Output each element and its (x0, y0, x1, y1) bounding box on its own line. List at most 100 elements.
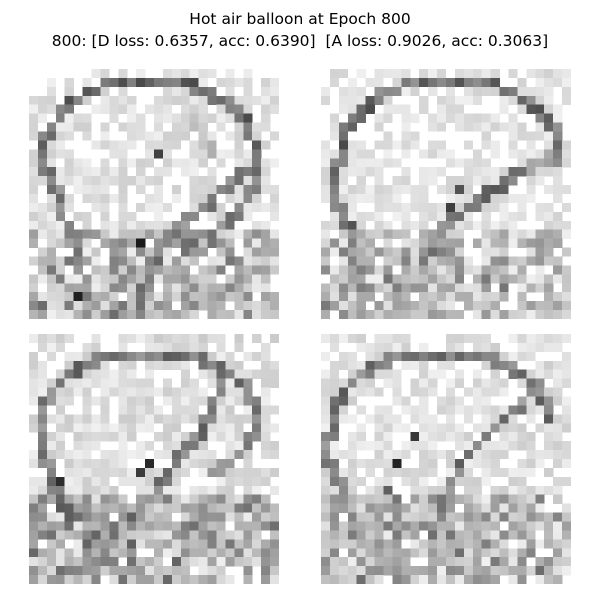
sample-pixel (225, 405, 235, 415)
sample-pixel (127, 423, 137, 433)
sample-pixel (145, 274, 155, 284)
sample-pixel (29, 334, 39, 344)
sample-pixel (454, 539, 465, 549)
sample-pixel (216, 283, 226, 293)
sample-pixel (321, 503, 331, 513)
sample-pixel (490, 557, 500, 567)
sample-pixel (526, 566, 536, 576)
sample-pixel (481, 247, 491, 257)
sample-pixel (127, 467, 137, 478)
sample-pixel (189, 432, 199, 442)
sample-pixel (490, 423, 500, 433)
sample-pixel (55, 566, 65, 576)
sample-pixel (553, 441, 563, 451)
sample-pixel (553, 414, 563, 424)
sample-pixel (91, 566, 101, 576)
sample-pixel (136, 185, 146, 195)
sample-pixel (73, 467, 83, 478)
sample-pixel (329, 202, 340, 213)
sample-pixel (553, 113, 563, 123)
sample-pixel (118, 158, 128, 168)
sample-pixel (225, 539, 235, 549)
sample-pixel (463, 202, 473, 213)
sample-pixel (454, 292, 465, 302)
sample-pixel (338, 149, 348, 159)
sample-pixel (437, 202, 447, 213)
sample-pixel (46, 476, 56, 486)
sample-pixel (225, 194, 235, 204)
sample-pixel (472, 450, 482, 460)
sample-pixel (29, 360, 39, 370)
sample-pixel (29, 539, 39, 549)
sample-pixel (261, 256, 271, 266)
sample-pixel (189, 149, 199, 159)
sample-pixel (189, 140, 199, 150)
sample-pixel (82, 77, 92, 88)
sample-pixel (243, 247, 253, 257)
sample-pixel (508, 360, 518, 370)
sample-pixel (347, 369, 357, 379)
sample-pixel (490, 122, 500, 132)
sample-pixel (472, 310, 482, 319)
sample-pixel (517, 194, 527, 204)
sample-pixel (535, 265, 545, 275)
sample-pixel (347, 104, 357, 114)
sample-pixel (481, 351, 491, 361)
sample-pixel (145, 247, 155, 257)
sample-pixel (145, 149, 155, 159)
sample-pixel (329, 485, 340, 495)
sample-pixel (29, 95, 39, 105)
sample-pixel (118, 185, 128, 195)
sample-pixel (428, 566, 438, 576)
sample-pixel (198, 95, 208, 105)
sample-pixel (553, 158, 563, 168)
sample-pixel (472, 122, 482, 132)
sample-pixel (29, 256, 39, 266)
sample-pixel (109, 485, 119, 495)
sample-pixel (234, 194, 244, 204)
sample-pixel (270, 575, 279, 584)
sample-pixel (454, 334, 465, 344)
sample-pixel (490, 459, 500, 469)
sample-pixel (100, 265, 110, 275)
sample-pixel (463, 441, 473, 451)
sample-pixel (180, 494, 190, 504)
sample-pixel (216, 229, 226, 239)
sample-pixel (472, 459, 482, 469)
sample-pixel (356, 265, 366, 275)
sample-pixel (171, 140, 181, 150)
sample-pixel (338, 530, 348, 540)
sample-pixel (118, 95, 128, 105)
sample-pixel (517, 131, 527, 141)
sample-pixel (347, 122, 357, 132)
sample-pixel (481, 423, 491, 433)
sample-pixel (154, 113, 164, 123)
sample-pixel (64, 512, 74, 522)
sample-pixel (91, 539, 101, 549)
sample-pixel (118, 334, 128, 344)
sample-pixel (472, 77, 482, 88)
sample-pixel (270, 310, 279, 319)
sample-pixel (419, 202, 429, 213)
sample-pixel (270, 95, 279, 105)
sample-pixel (198, 557, 208, 567)
sample-pixel (562, 503, 571, 513)
sample-pixel (419, 301, 429, 311)
sample-pixel (446, 202, 456, 213)
sample-pixel (100, 450, 110, 460)
sample-pixel (544, 211, 554, 221)
sample-pixel (154, 77, 164, 88)
sample-pixel (171, 521, 181, 531)
sample-pixel (243, 131, 253, 141)
sample-pixel (55, 229, 65, 239)
sample-pixel (329, 539, 340, 549)
sample-pixel (553, 459, 563, 469)
sample-pixel (55, 485, 65, 495)
sample-pixel (261, 441, 271, 451)
sample-pixel (29, 229, 39, 239)
sample-pixel (472, 369, 482, 379)
sample-pixel (499, 202, 509, 213)
sample-pixel (374, 548, 384, 558)
sample-pixel (490, 301, 500, 311)
sample-pixel (171, 238, 181, 248)
